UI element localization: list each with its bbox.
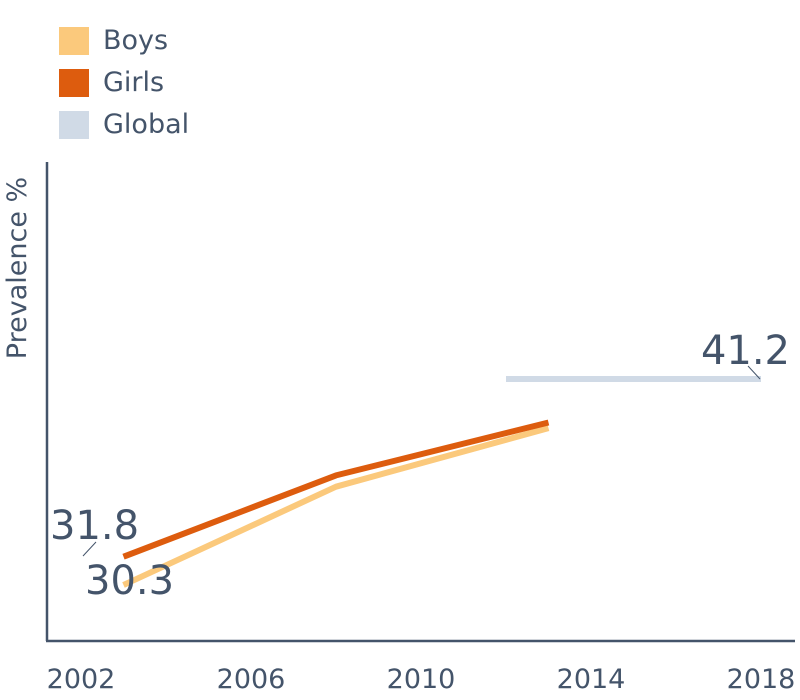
x-tick-label-2014: 2014 [557, 664, 626, 695]
x-tick-label-2002: 2002 [47, 664, 116, 695]
series-lines [122, 376, 761, 588]
y-axis-label: Prevalence % [2, 177, 33, 359]
data-label-boys: 30.3 [85, 558, 174, 604]
legend-item-boys: Boys [59, 26, 168, 56]
legend-label-boys: Boys [103, 25, 169, 56]
legend-swatch-boys [59, 27, 89, 55]
data-labels: 31.8 30.3 41.2 [50, 328, 790, 604]
legend-swatch-global [59, 111, 89, 139]
leader-line-girls [82, 541, 97, 557]
series-line-boys [122, 425, 550, 588]
legend-swatch-girls [59, 69, 89, 97]
x-tick-label-2006: 2006 [217, 664, 286, 695]
series-line-girls [122, 419, 550, 560]
axes: Prevalence % [2, 162, 795, 643]
legend-label-girls: Girls [103, 67, 165, 98]
x-tick-label-2010: 2010 [387, 664, 456, 695]
legend-item-girls: Girls [59, 68, 164, 98]
data-label-girls: 31.8 [50, 503, 139, 549]
leader-line-global [747, 365, 761, 380]
legend-label-global: Global [103, 109, 190, 140]
data-label-global: 41.2 [701, 328, 790, 374]
legend-item-global: Global [59, 110, 189, 140]
x-tick-labels: 2002 2006 2010 2014 2018 [47, 664, 796, 695]
x-tick-label-2018: 2018 [727, 664, 796, 695]
